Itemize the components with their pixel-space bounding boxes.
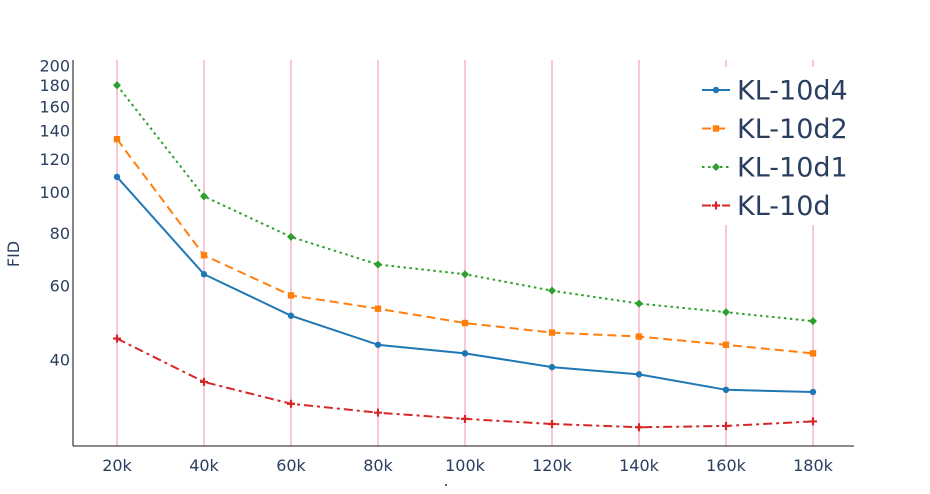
x-tick-label: 180k <box>793 456 834 475</box>
data-point <box>374 408 382 417</box>
legend[interactable]: KL-10d4 KL-10d2 KL-10d1 KL-10d <box>694 67 854 225</box>
legend-marker <box>712 201 720 210</box>
x-tick-label: 80k <box>363 456 393 475</box>
legend-background <box>694 67 854 225</box>
legend-marker <box>712 163 720 171</box>
data-point <box>113 81 121 90</box>
data-point <box>287 232 295 241</box>
data-point <box>461 270 469 279</box>
data-point <box>635 299 643 308</box>
y-tick-label: 40 <box>50 351 70 370</box>
legend-label: KL-10d <box>737 191 831 222</box>
data-point <box>200 192 208 201</box>
legend-item[interactable]: KL-10d4 <box>702 76 848 107</box>
x-axis-title: . <box>443 471 448 490</box>
legend-marker <box>712 86 720 94</box>
data-point <box>635 333 643 340</box>
data-point <box>722 341 730 348</box>
data-point <box>809 417 817 426</box>
data-point <box>722 308 730 317</box>
data-point <box>635 423 643 432</box>
x-tick-label: 100k <box>445 456 486 475</box>
y-tick-label: 140 <box>39 122 70 141</box>
data-point <box>548 286 556 295</box>
data-point <box>374 341 382 348</box>
data-point <box>287 312 295 319</box>
data-point <box>287 292 295 299</box>
data-point <box>461 414 469 423</box>
x-tick-label: 120k <box>532 456 573 475</box>
data-point <box>374 260 382 269</box>
y-tick-label: 80 <box>50 224 70 243</box>
grid-lines <box>116 60 814 446</box>
data-point <box>809 317 817 326</box>
x-tick-label: 140k <box>619 456 660 475</box>
y-tick-label: 160 <box>39 97 70 116</box>
data-point <box>809 388 817 396</box>
tick-labels: 20k 40k 60k 80k 100k 120k 140k 160k 180k 40 60 80 10… <box>39 57 833 476</box>
legend-marker <box>712 125 720 132</box>
data-point <box>200 377 208 386</box>
data-point <box>113 135 121 143</box>
legend-label: KL-10d1 <box>737 153 848 184</box>
y-tick-label: 200 <box>39 57 70 76</box>
legend-item[interactable]: KL-10d1 <box>702 153 848 184</box>
y-tick-label: 180 <box>39 76 70 95</box>
legend-label: KL-10d2 <box>737 114 848 145</box>
data-point <box>200 252 208 259</box>
data-point <box>722 386 730 394</box>
data-point <box>548 329 556 336</box>
data-point <box>374 305 382 312</box>
y-tick-label: 60 <box>50 277 70 296</box>
axes <box>72 60 854 447</box>
data-point <box>809 350 817 357</box>
data-point <box>461 319 469 327</box>
legend-item[interactable]: KL-10d2 <box>702 114 848 145</box>
data-point <box>461 350 469 357</box>
data-point <box>635 371 643 378</box>
legend-item[interactable]: KL-10d <box>702 191 831 222</box>
data-point <box>113 173 121 181</box>
x-tick-label: 160k <box>706 456 747 475</box>
data-point <box>548 363 556 371</box>
series-line-2 <box>116 138 814 355</box>
x-tick-label: 60k <box>276 456 306 475</box>
x-tick-label: 40k <box>189 456 219 475</box>
legend-label: KL-10d4 <box>737 76 848 107</box>
y-axis-title: FID <box>4 241 23 267</box>
data-point <box>113 334 121 343</box>
data-point <box>722 421 730 430</box>
data-point <box>548 419 556 428</box>
y-tick-label: 120 <box>39 150 70 169</box>
series-lines <box>113 81 817 432</box>
x-tick-label: 20k <box>102 456 132 475</box>
data-point <box>287 399 295 408</box>
y-tick-label: 100 <box>39 183 70 202</box>
data-point <box>200 271 208 278</box>
